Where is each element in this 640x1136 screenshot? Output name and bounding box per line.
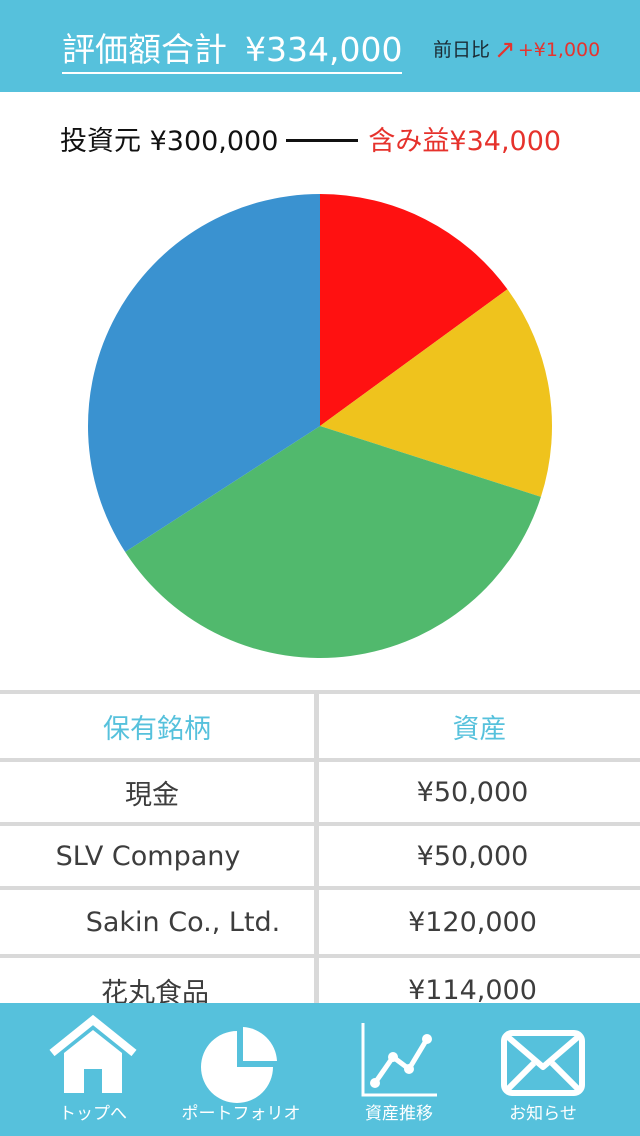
- nav-top-button[interactable]: トップへ: [18, 1003, 168, 1136]
- header-bar: 評価額合計 ¥334,000 前日比 ↗ +¥1,000: [0, 0, 640, 92]
- summary-divider-line: [286, 139, 359, 142]
- holding-name: 現金: [125, 779, 179, 811]
- mail-icon: [501, 1030, 585, 1096]
- unrealized-gain: 含み益¥34,000: [368, 126, 562, 157]
- pie-slice: [125, 426, 541, 658]
- nav-portfolio-button[interactable]: ポートフォリオ: [166, 1003, 316, 1136]
- pie-slice: [320, 289, 552, 497]
- total-valuation-amount: ¥334,000: [245, 30, 403, 69]
- holding-name: Sakin Co., Ltd.: [85, 906, 281, 938]
- nav-top-label: トップへ: [59, 1104, 127, 1124]
- table-row[interactable]: SLV Company ¥50,000: [0, 826, 640, 890]
- table-row[interactable]: 現金 ¥50,000: [0, 762, 640, 826]
- nav-news-button[interactable]: お知らせ: [468, 1003, 618, 1136]
- pie-chart-icon: [201, 1027, 277, 1103]
- bottom-nav: トップへ ポートフォリオ 資産推移 お知らせ: [0, 1003, 640, 1136]
- nav-asset-trend-label: 資産推移: [365, 1104, 433, 1124]
- holding-name: SLV Company: [55, 840, 241, 872]
- pie-slice: [320, 194, 508, 426]
- pie-slice: [88, 194, 321, 552]
- column-header-asset: 資産: [452, 713, 507, 745]
- trend-up-arrow-icon: ↗: [494, 35, 516, 65]
- table-column-divider: [314, 690, 319, 1010]
- holding-value: ¥50,000: [416, 776, 529, 808]
- invested-amount: 投資元 ¥300,000: [60, 126, 279, 157]
- total-valuation: 評価額合計 ¥334,000: [62, 28, 403, 74]
- holding-value: ¥50,000: [416, 840, 529, 872]
- home-icon: [49, 1015, 137, 1093]
- holding-value: ¥120,000: [408, 906, 537, 938]
- table-header-row: 保有銘柄 資産: [0, 694, 640, 762]
- investment-summary: 投資元 ¥300,000 含み益¥34,000: [60, 122, 561, 162]
- daily-change: 前日比 ↗ +¥1,000: [433, 36, 600, 64]
- nav-portfolio-label: ポートフォリオ: [181, 1104, 301, 1124]
- holdings-table: 保有銘柄 資産 現金 ¥50,000 SLV Company ¥50,000 S…: [0, 690, 640, 1014]
- line-chart-icon: [361, 1023, 437, 1097]
- table-row[interactable]: Sakin Co., Ltd. ¥120,000: [0, 890, 640, 958]
- total-valuation-label: 評価額合計: [62, 30, 227, 69]
- portfolio-pie-chart: [88, 194, 552, 658]
- nav-news-label: お知らせ: [509, 1104, 577, 1124]
- daily-change-label: 前日比: [433, 39, 491, 61]
- holding-value: ¥114,000: [408, 974, 537, 1006]
- daily-change-value: +¥1,000: [517, 39, 601, 61]
- nav-asset-trend-button[interactable]: 資産推移: [324, 1003, 474, 1136]
- column-header-holding: 保有銘柄: [103, 713, 211, 745]
